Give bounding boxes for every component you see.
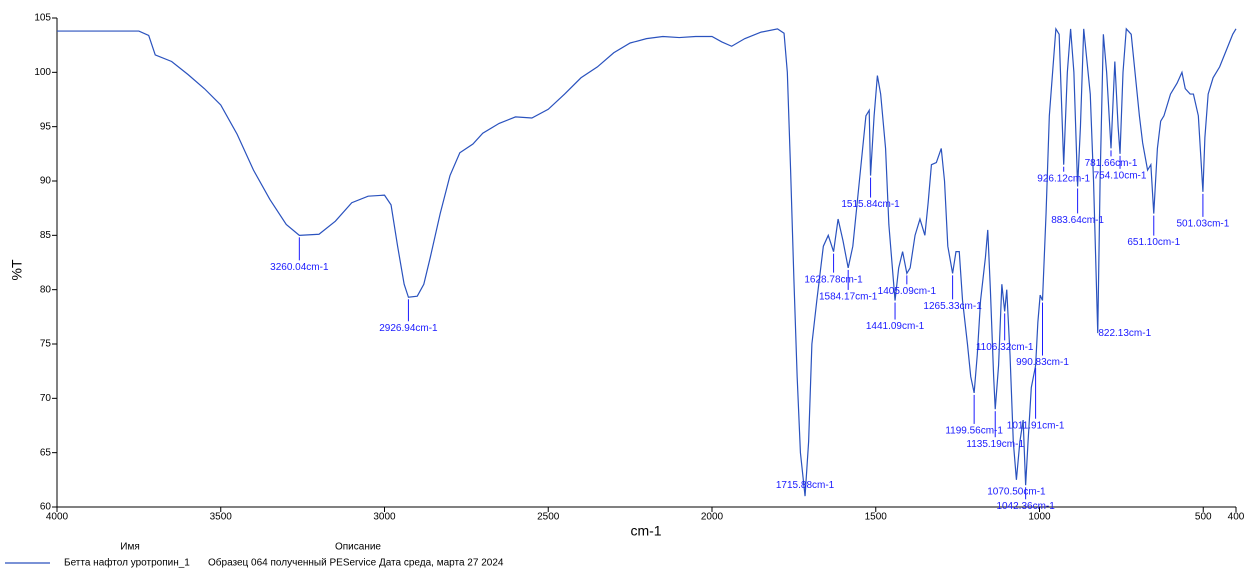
peak-label: 1584.17cm-1 (819, 292, 878, 303)
y-tick-label: 85 (40, 230, 52, 241)
peak-label: 990.83cm-1 (1016, 357, 1069, 368)
x-tick-label: 3500 (210, 512, 233, 523)
peak-label: 501.03cm-1 (1177, 219, 1230, 230)
legend-header: Описание (335, 542, 381, 553)
peak-label: 1628.78cm-1 (804, 274, 863, 285)
y-axis-label: %T (9, 259, 25, 280)
x-tick-label: 500 (1195, 512, 1212, 523)
y-tick-label: 65 (40, 447, 52, 458)
peak-label: 1405.09cm-1 (878, 286, 937, 297)
peak-label: 1042.36cm-1 (996, 501, 1055, 512)
peak-label: 1515.84cm-1 (841, 199, 900, 210)
x-tick-label: 2000 (701, 512, 724, 523)
peak-label: 651.10cm-1 (1127, 237, 1180, 248)
peak-label: 1070.50cm-1 (987, 486, 1046, 497)
peak-label: 1106.32cm-1 (976, 342, 1034, 353)
x-tick-label: 1500 (865, 512, 888, 523)
y-tick-label: 95 (40, 121, 52, 132)
peak-label: 822.13cm-1 (1098, 328, 1151, 339)
y-tick-label: 80 (40, 284, 52, 295)
x-tick-label: 4000 (46, 512, 69, 523)
peak-label: 781.66cm-1 (1085, 158, 1138, 169)
x-tick-label: 400 (1228, 512, 1245, 523)
x-tick-label: 2500 (537, 512, 560, 523)
x-tick-label: 1000 (1028, 512, 1051, 523)
y-tick-label: 105 (34, 13, 51, 24)
peak-label: 1265.33cm-1 (923, 301, 982, 312)
peak-label: 1441.09cm-1 (866, 321, 925, 332)
peak-label: 1715.88cm-1 (776, 480, 835, 491)
x-axis-label: cm-1 (630, 523, 661, 539)
y-tick-label: 60 (40, 502, 52, 513)
legend-description: Образец 064 полученный PEService Дата ср… (208, 557, 504, 569)
spectrum-line (57, 26, 1237, 497)
peak-label: 2926.94cm-1 (379, 323, 438, 334)
peak-label: 3260.04cm-1 (270, 262, 329, 273)
y-tick-label: 70 (40, 393, 52, 404)
peak-label: 1011.91cm-1 (1007, 420, 1065, 431)
y-tick-label: 100 (34, 67, 51, 78)
legend-label: Бетта нафтол уротропин_1 (64, 557, 190, 569)
x-tick-label: 3000 (373, 512, 396, 523)
peak-label: 926.12cm-1 (1037, 173, 1090, 184)
legend-header: Имя (120, 542, 139, 553)
peak-label: 883.64cm-1 (1051, 215, 1104, 226)
peak-label: 754.10cm-1 (1094, 170, 1147, 181)
y-tick-label: 75 (40, 339, 52, 350)
peak-label: 1135.19cm-1 (966, 439, 1024, 450)
y-tick-label: 90 (40, 176, 52, 187)
peak-label: 1199.56cm-1 (945, 426, 1003, 437)
